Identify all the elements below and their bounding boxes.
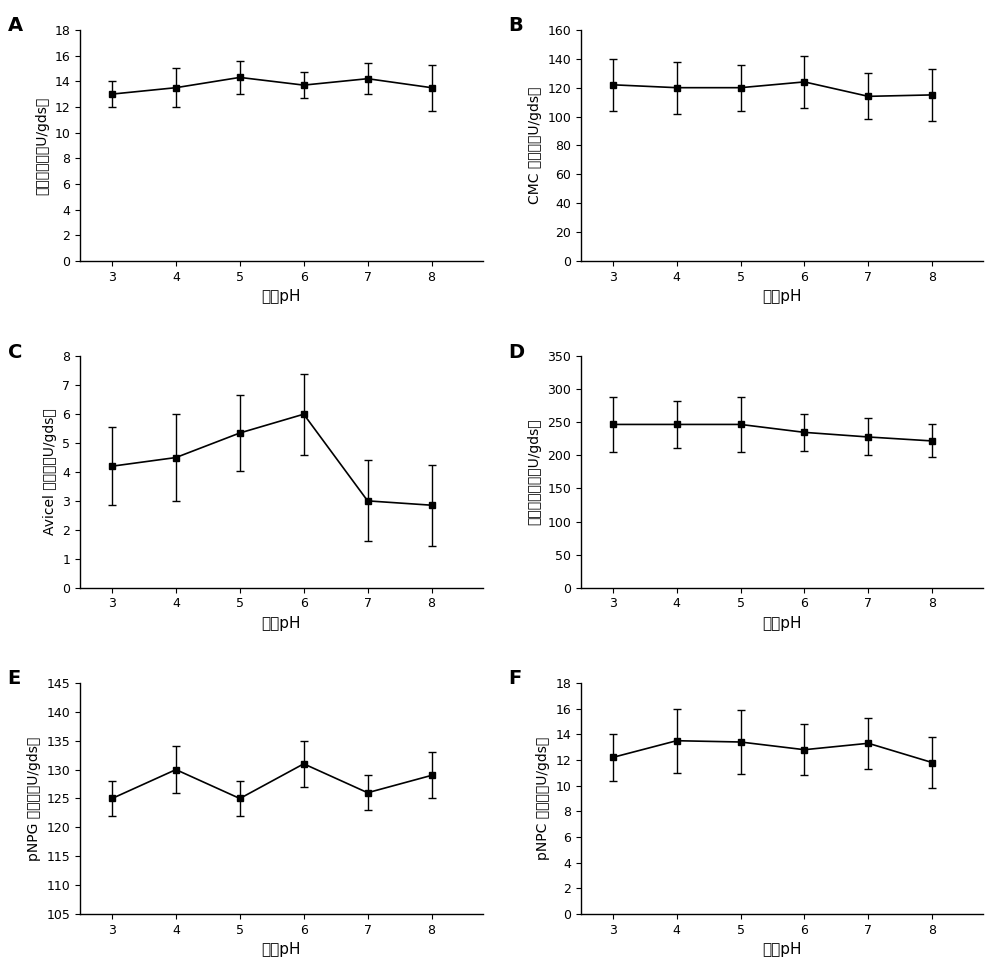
X-axis label: 初始pH: 初始pH	[262, 616, 301, 631]
X-axis label: 初始pH: 初始pH	[762, 616, 802, 631]
Y-axis label: pNPG 酶活力（U/gds）: pNPG 酶活力（U/gds）	[27, 736, 41, 861]
Text: A: A	[8, 16, 23, 35]
X-axis label: 初始pH: 初始pH	[762, 942, 802, 957]
Text: F: F	[508, 669, 522, 688]
Text: E: E	[8, 669, 21, 688]
Text: C: C	[8, 343, 22, 361]
Y-axis label: CMC 酶活力（U/gds）: CMC 酶活力（U/gds）	[528, 87, 542, 205]
Text: D: D	[508, 343, 524, 361]
Y-axis label: 滤纸酶活力（U/gds）: 滤纸酶活力（U/gds）	[35, 96, 49, 195]
Text: B: B	[508, 16, 523, 35]
X-axis label: 初始pH: 初始pH	[262, 942, 301, 957]
Y-axis label: Avicel 酶活力（U/gds）: Avicel 酶活力（U/gds）	[43, 409, 57, 536]
Y-axis label: pNPC 酶活力（U/gds）: pNPC 酶活力（U/gds）	[536, 737, 550, 860]
X-axis label: 初始pH: 初始pH	[762, 289, 802, 304]
Y-axis label: 木聚糖酶活力（U/gds）: 木聚糖酶活力（U/gds）	[528, 419, 542, 525]
X-axis label: 初始pH: 初始pH	[262, 289, 301, 304]
